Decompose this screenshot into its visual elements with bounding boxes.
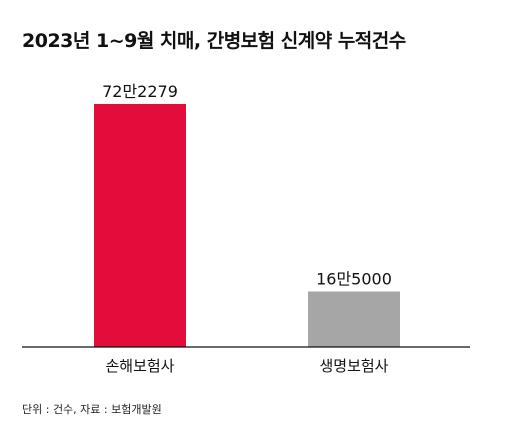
bar-2 bbox=[308, 291, 400, 347]
bar-value-label-1: 72만2279 bbox=[102, 82, 178, 101]
category-label-2: 생명보험사 bbox=[319, 357, 388, 375]
source-footnote: 단위 : 건수, 자료 : 보험개발원 bbox=[22, 403, 162, 416]
chart-title: 2023년 1~9월 치매, 간병보험 신계약 누적건수 bbox=[22, 30, 406, 52]
bar-value-label-2: 16만5000 bbox=[316, 269, 392, 288]
category-label-1: 손해보험사 bbox=[105, 357, 174, 375]
bar-1 bbox=[94, 104, 186, 347]
